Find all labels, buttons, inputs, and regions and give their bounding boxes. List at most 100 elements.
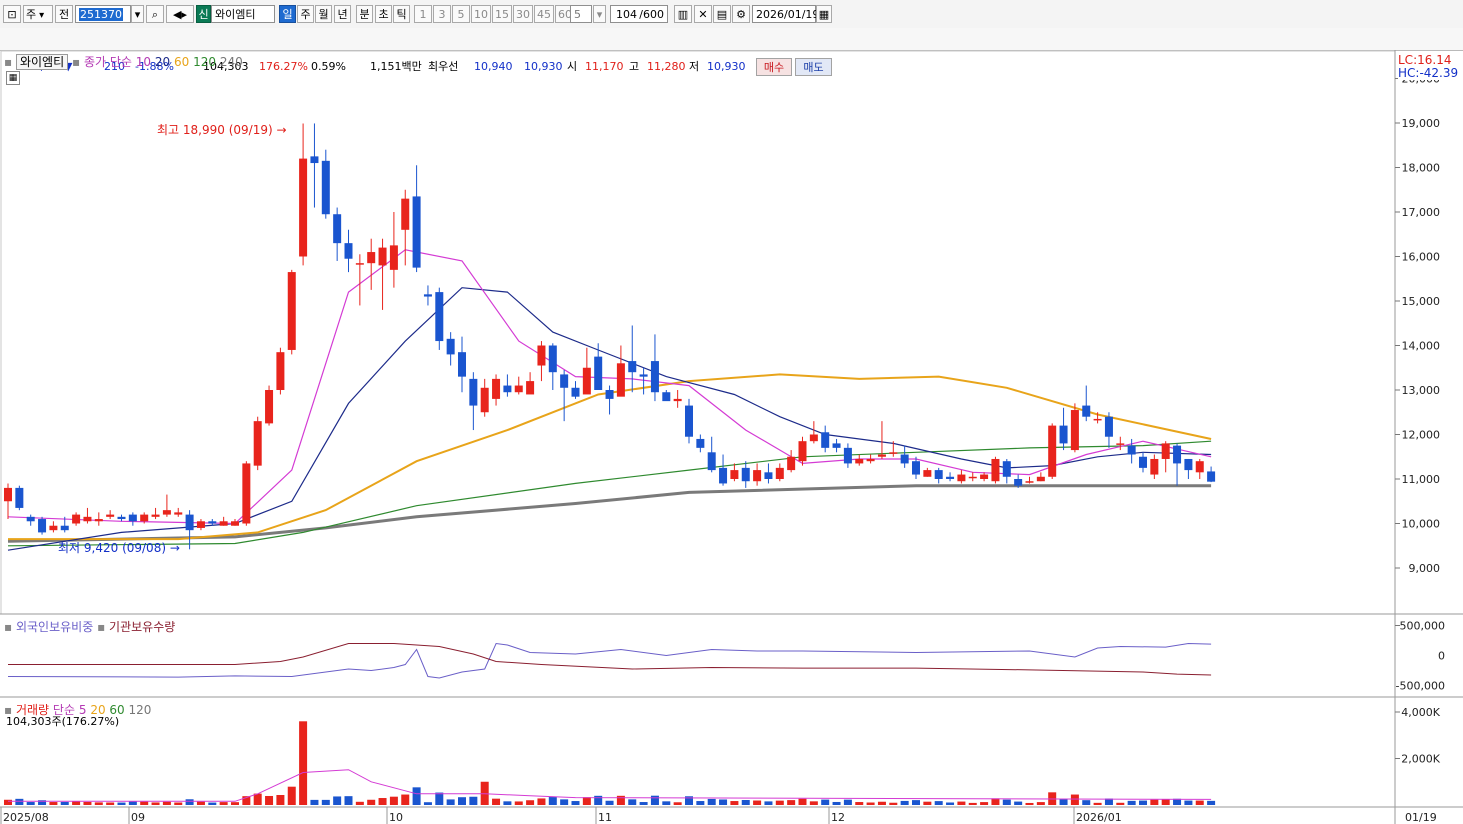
- period-year[interactable]: 년: [334, 5, 351, 23]
- date-input[interactable]: 2026/01/19: [752, 5, 819, 23]
- volume-bar: [219, 802, 228, 805]
- prev-button[interactable]: 전: [55, 5, 73, 23]
- volume-bar: [1002, 799, 1011, 805]
- holding-y-label: -500,000: [1396, 680, 1445, 693]
- interval-3[interactable]: 3: [433, 5, 451, 23]
- calendar-icon[interactable]: ▦: [816, 5, 832, 23]
- candle: [764, 472, 773, 479]
- search-icon[interactable]: ⌕: [146, 5, 164, 23]
- price-panel-legend: ▪ 와이엠티 ▪ 종가 단순 10 20 60 120 240: [4, 53, 243, 70]
- stock-code-value: 251370: [79, 8, 123, 21]
- chart-toolbar: ⊡ 주 ▾ 전 251370 ▾ ⌕ ◀▸ 신 와이엠티 일 주 월 년 분 초 …: [0, 0, 1463, 29]
- period-second[interactable]: 초: [375, 5, 392, 23]
- volume-bar: [1184, 800, 1193, 805]
- candle: [1002, 461, 1011, 477]
- volume-bar: [787, 800, 796, 805]
- candle: [650, 361, 659, 393]
- volume-bar: [446, 799, 455, 805]
- volume-label[interactable]: 거래량: [15, 703, 50, 717]
- interval-10[interactable]: 10: [471, 5, 491, 23]
- stock-chart[interactable]: 20,00019,00018,00017,00016,00015,00014,0…: [0, 50, 1463, 824]
- candle: [934, 470, 943, 479]
- candle-type-icon[interactable]: ▥: [674, 5, 692, 23]
- foreign-holding-label[interactable]: 외국인보유비중: [15, 620, 94, 634]
- ma-240-line: [7, 484, 1212, 543]
- candle: [968, 476, 977, 479]
- interval-dropdown-icon[interactable]: ▾: [593, 5, 606, 23]
- volume-bar: [117, 802, 126, 805]
- layout-icon[interactable]: ⊡: [3, 5, 21, 23]
- period-day[interactable]: 일: [279, 5, 296, 23]
- interval-45[interactable]: 45: [534, 5, 554, 23]
- volume-bar: [253, 793, 262, 805]
- period-minute[interactable]: 분: [356, 5, 373, 23]
- grid-toggle-icon[interactable]: ▦: [6, 71, 20, 85]
- candle: [83, 516, 92, 522]
- volume-bar: [843, 799, 852, 805]
- volume-ma-120-label: 120: [128, 703, 152, 717]
- period-tick[interactable]: 틱: [393, 5, 410, 23]
- volume-bar: [514, 801, 523, 805]
- period-week[interactable]: 주: [297, 5, 314, 23]
- candle: [514, 385, 523, 393]
- interval-15[interactable]: 15: [492, 5, 512, 23]
- count-field[interactable]: 104 /600: [610, 5, 668, 23]
- volume-value: 104,303: [203, 60, 249, 73]
- candle: [219, 521, 228, 526]
- candle: [208, 521, 217, 524]
- stock-code-input[interactable]: 251370: [75, 5, 131, 23]
- code-dropdown-icon[interactable]: ▾: [131, 5, 144, 23]
- save-icon[interactable]: ▤: [713, 5, 731, 23]
- volume-bar: [548, 797, 557, 805]
- candle: [1104, 416, 1113, 437]
- ma-label[interactable]: 종가 단순: [83, 55, 132, 69]
- period-select[interactable]: 주 ▾: [23, 5, 53, 23]
- candle: [673, 398, 682, 402]
- volume-bar: [265, 795, 274, 805]
- interval-30[interactable]: 30: [513, 5, 533, 23]
- best-ask: 10,940: [474, 60, 513, 73]
- candle: [60, 525, 69, 531]
- interval-input[interactable]: 5: [570, 5, 592, 23]
- sell-button[interactable]: 매도: [795, 58, 832, 76]
- ma-240-label: 240: [219, 55, 243, 69]
- volume-ma-label[interactable]: 단순: [52, 703, 76, 717]
- period-month[interactable]: 월: [315, 5, 332, 23]
- crosshair-icon[interactable]: ✕: [694, 5, 712, 23]
- inst-holding-label[interactable]: 기관보유수량: [109, 620, 176, 634]
- gear-icon[interactable]: ⚙: [732, 5, 750, 23]
- candle: [832, 443, 841, 448]
- high-annotation: 최고 18,990 (09/19) →: [157, 121, 287, 138]
- volume-bar: [571, 801, 580, 805]
- change-value: 210: [104, 60, 125, 73]
- candle: [741, 467, 750, 482]
- volume-bar: [889, 802, 898, 805]
- low-annotation: 최저 9,420 (09/08) →: [58, 539, 180, 556]
- speaker-icon[interactable]: ◀▸: [166, 5, 194, 23]
- candle: [605, 390, 614, 399]
- volume-bar: [1070, 794, 1079, 805]
- candle: [287, 272, 296, 350]
- volume-bar: [741, 800, 750, 805]
- volume-bar: [594, 795, 603, 805]
- candle: [4, 487, 12, 502]
- candle: [401, 198, 410, 230]
- quote-bar: 10,940 ▼ 210 -1.88% 104,303 176.27% 0.59…: [0, 28, 1463, 76]
- stock-name-tag[interactable]: 와이엠티: [15, 54, 69, 70]
- buy-button[interactable]: 매수: [756, 58, 792, 76]
- volume-bar: [1116, 802, 1125, 805]
- volume-bar: [355, 801, 364, 805]
- best-label: 최우선: [428, 60, 459, 73]
- interval-1[interactable]: 1: [414, 5, 432, 23]
- candle: [787, 456, 796, 471]
- y-tick-label: 13,000: [1402, 384, 1441, 397]
- candle: [140, 514, 149, 522]
- candle: [1161, 443, 1170, 459]
- foreign-holding-line: [7, 642, 1212, 679]
- volume-bar: [1207, 800, 1216, 805]
- volume-bar: [151, 802, 160, 805]
- holding-panel-legend: ▪ 외국인보유비중 ▪ 기관보유수량: [4, 618, 175, 635]
- count-value: 104: [616, 8, 637, 21]
- interval-5[interactable]: 5: [452, 5, 470, 23]
- credit-badge: 신: [196, 5, 211, 23]
